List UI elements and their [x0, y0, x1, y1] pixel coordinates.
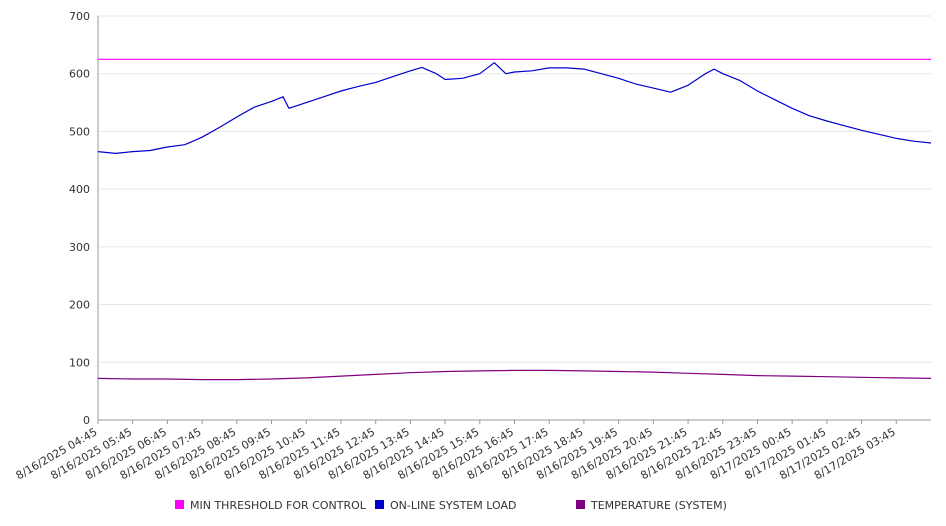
legend-label-2: ON-LINE SYSTEM LOAD: [390, 499, 516, 512]
y-tick-label: 200: [69, 299, 90, 312]
series-lines: [97, 58, 932, 381]
legend-swatch-2: [375, 500, 384, 509]
y-tick-label: 100: [69, 356, 90, 369]
legend-label-3: TEMPERATURE (SYSTEM): [590, 499, 727, 512]
y-axis-ticks: 0 100 200 300 400 500 600 700: [69, 10, 90, 427]
series-line-2: [97, 62, 932, 154]
legend-swatch-3: [576, 500, 585, 509]
y-tick-label: 600: [69, 68, 90, 81]
legend-label-1: MIN THRESHOLD FOR CONTROL: [190, 499, 367, 512]
series-line-3: [97, 369, 932, 381]
y-tick-label: 300: [69, 241, 90, 254]
legend-swatch-1: [175, 500, 184, 509]
gridlines: [98, 15, 931, 363]
y-tick-label: 700: [69, 10, 90, 23]
x-axis-ticks: 8/16/2025 04:458/16/2025 05:458/16/2025 …: [14, 420, 898, 482]
legend: MIN THRESHOLD FOR CONTROL ON-LINE SYSTEM …: [175, 499, 727, 512]
y-tick-label: 400: [69, 183, 90, 196]
y-tick-label: 500: [69, 125, 90, 138]
y-tick-label: 0: [83, 414, 90, 427]
